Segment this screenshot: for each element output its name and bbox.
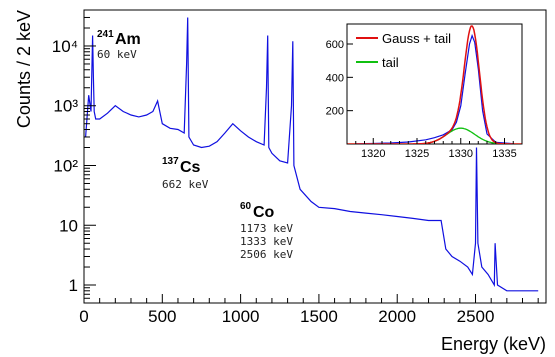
y-tick-label: 10² [53, 156, 78, 175]
x-tick-label: 2500 [457, 307, 495, 326]
am241-energy: 60 keV [97, 48, 137, 61]
inset-frame [346, 23, 523, 145]
x-axis-title: Energy (keV) [441, 334, 546, 354]
cs137-energy: 662 keV [162, 178, 209, 191]
am241-name: Am [115, 31, 141, 48]
y-tick-label: 10³ [53, 97, 78, 116]
inset-x-tick-label: 1330 [449, 148, 473, 160]
x-tick-label: 1000 [222, 307, 260, 326]
y-tick-label: 10⁴ [52, 37, 78, 56]
y-axis: 1 10 10² 10³ 10⁴ [52, 9, 96, 304]
co60-name: Co [253, 204, 275, 221]
am241-mass: 241 [97, 29, 114, 40]
inset-plot: 1320 1325 1330 1335 200 400 600 Gauss + tail … [326, 23, 523, 160]
inset-y-tick-label: 600 [326, 39, 344, 51]
annotation-am241: 241 Am 60 keV [97, 29, 141, 61]
main-plot-area [85, 17, 539, 292]
inset-x-tick-label: 1325 [405, 148, 429, 160]
x-axis: 0 500 1000 1500 2000 2500 [79, 294, 539, 326]
y-tick-label: 10 [59, 216, 78, 235]
co60-mass: 60 [240, 201, 252, 212]
x-tick-label: 500 [148, 307, 176, 326]
inset-y-tick-label: 400 [326, 72, 344, 84]
co60-energy-2: 1333 keV [240, 235, 293, 248]
x-tick-label: 2000 [378, 307, 416, 326]
co60-energy-1: 1173 keV [240, 222, 293, 235]
annotation-co60: 60 Co 1173 keV 1333 keV 2506 keV [240, 201, 293, 261]
inset-y-tick-label: 200 [326, 106, 344, 118]
inset-x-tick-label: 1335 [492, 148, 516, 160]
spectrum-line [85, 17, 539, 292]
cs137-mass: 137 [162, 156, 179, 167]
inset-x-axis: 1320 1325 1330 1335 [346, 138, 523, 160]
legend-tail-label: tail [382, 55, 399, 70]
co60-energy-3: 2506 keV [240, 248, 293, 261]
legend-gauss-tail-label: Gauss + tail [382, 31, 451, 46]
x-tick-label: 1500 [300, 307, 338, 326]
x-tick-label: 0 [79, 307, 88, 326]
annotation-cs137: 137 Cs 662 keV [162, 156, 209, 191]
cs137-name: Cs [180, 159, 201, 176]
inset-legend: Gauss + tail tail [356, 31, 451, 70]
y-axis-title: Counts / 2 keV [14, 10, 34, 128]
inset-y-axis: 200 400 600 [326, 39, 353, 118]
y-tick-label: 1 [69, 276, 78, 295]
inset-x-tick-label: 1320 [361, 148, 385, 160]
